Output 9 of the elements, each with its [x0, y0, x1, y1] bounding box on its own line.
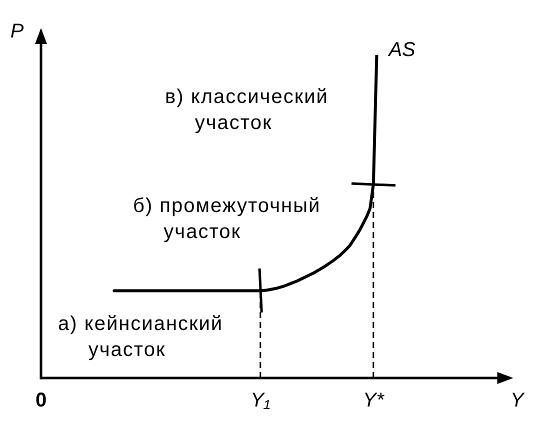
annotation: б) промежуточный участок	[133, 195, 321, 243]
series-label: AS	[388, 39, 416, 61]
y-axis-title: P	[10, 20, 24, 43]
annotation: в) классический участок	[165, 86, 328, 134]
x-tick-label: Y*	[362, 390, 386, 412]
x-tick-label: 0	[35, 390, 47, 412]
x-axis-title: Y	[510, 390, 526, 412]
annotation: а) кейнсианский участок	[58, 313, 224, 361]
x-tick-label: Y₁	[250, 390, 270, 412]
